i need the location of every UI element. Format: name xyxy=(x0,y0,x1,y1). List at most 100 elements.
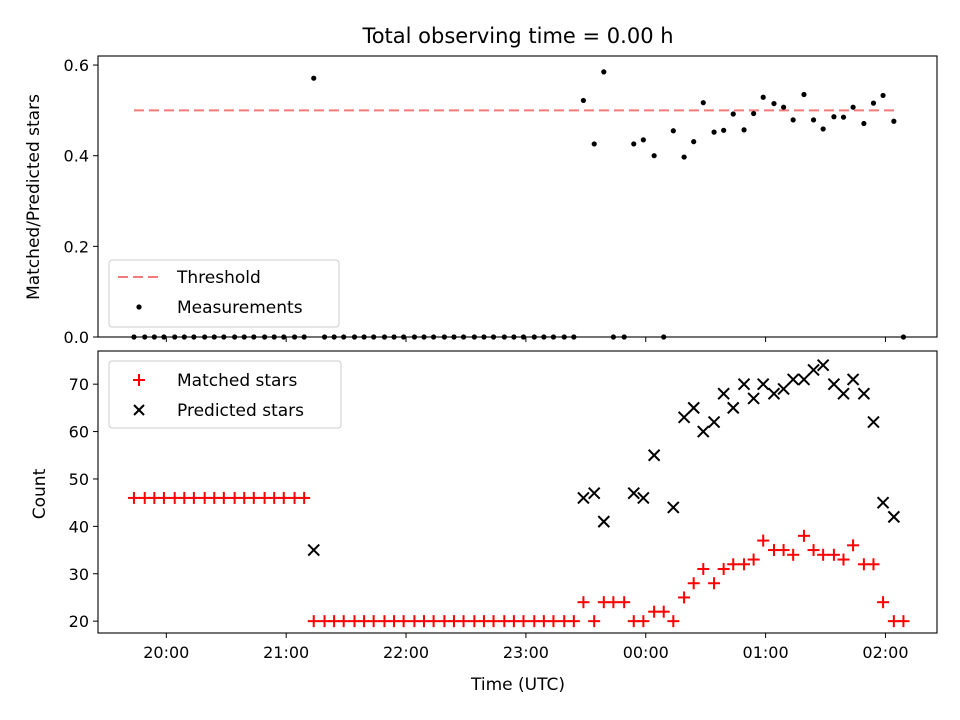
measurement-point xyxy=(580,97,587,104)
count-x-tick-label: 22:00 xyxy=(383,643,429,662)
count-x-tick-label: 00:00 xyxy=(623,643,669,662)
measurement-point xyxy=(700,100,706,106)
predicted-star-point xyxy=(697,425,710,438)
matched-star-point xyxy=(678,591,691,604)
measurement-point xyxy=(711,129,717,135)
count-x-tick-label: 21:00 xyxy=(263,643,309,662)
predicted-star-point xyxy=(588,486,601,500)
measurement-point xyxy=(861,120,867,127)
predicted-star-point xyxy=(717,387,730,400)
measurement-point xyxy=(771,100,777,107)
ratio-y-tick-label: 0.6 xyxy=(64,56,89,75)
ratio-panel: 0.0 0.2 0.4 0.6 Matched/Predicted stars Thr… xyxy=(24,55,938,347)
matched-star-point xyxy=(757,534,770,547)
matched-star-point xyxy=(657,605,670,618)
measurement-point xyxy=(891,118,897,124)
matched-star-point xyxy=(277,491,290,504)
measurement-point xyxy=(311,75,317,81)
matched-star-point xyxy=(837,553,850,566)
matched-star-point xyxy=(777,544,790,557)
predicted-star-point xyxy=(637,491,650,505)
measurement-point xyxy=(651,153,657,159)
predicted-star-point xyxy=(857,387,871,400)
predicted-star-point xyxy=(737,377,751,391)
measurement-point xyxy=(591,141,597,147)
count-y-tick-label: 70 xyxy=(69,375,89,394)
count-y-tick-label: 20 xyxy=(69,612,89,631)
matched-star-point xyxy=(807,544,820,557)
count-plot-frame xyxy=(97,350,938,634)
measurement-point xyxy=(631,141,637,147)
count-y-tick-label: 60 xyxy=(69,423,89,442)
legend-predicted-swatch xyxy=(133,404,145,416)
chart-title: Total observing time = 0.00 h xyxy=(361,24,673,48)
measurement-point xyxy=(831,114,837,120)
matched-star-point xyxy=(157,491,170,504)
legend-predicted-label: Predicted stars xyxy=(177,401,304,421)
count-y-axis: 20 30 40 50 60 70 xyxy=(69,375,98,631)
measurement-point xyxy=(760,94,766,100)
predicted-star-point xyxy=(597,515,611,528)
ratio-y-tick-label: 0.2 xyxy=(64,237,89,256)
count-legend: Matched stars Predicted stars xyxy=(108,360,342,429)
predicted-star-point xyxy=(846,373,860,386)
measurement-point xyxy=(840,114,847,120)
predicted-star-point xyxy=(727,401,740,415)
predicted-star-point xyxy=(827,377,841,391)
count-x-tick-label: 02:00 xyxy=(862,643,908,662)
matched-star-point xyxy=(588,615,601,628)
predicted-star-point xyxy=(307,543,320,557)
matched-star-point xyxy=(827,548,840,561)
measurement-point xyxy=(741,127,747,133)
measurement-point xyxy=(601,69,607,75)
predicted-star-point xyxy=(677,411,691,424)
count-x-axis: 20:00 21:00 22:00 23:00 00:00 01:00 02:00 xyxy=(143,633,909,662)
measurement-point xyxy=(721,127,727,133)
matched-star-point xyxy=(427,615,440,628)
matched-star-point xyxy=(877,596,890,609)
matched-stars-points xyxy=(127,491,910,628)
matched-star-point xyxy=(577,596,590,609)
count-y-tick-label: 50 xyxy=(69,470,89,489)
matched-star-point xyxy=(567,615,580,628)
matched-star-point xyxy=(797,529,810,542)
measurement-point xyxy=(820,126,826,132)
legend-measurements-swatch xyxy=(136,304,142,310)
measurement-point xyxy=(640,137,646,143)
matched-star-point xyxy=(457,615,470,628)
matched-star-point xyxy=(547,615,560,628)
ratio-y-axis: 0.0 0.2 0.4 0.6 xyxy=(64,56,98,347)
matched-star-point xyxy=(607,596,620,609)
predicted-star-point xyxy=(777,382,790,396)
predicted-star-point xyxy=(687,401,700,415)
ratio-y-tick-label: 0.0 xyxy=(64,328,89,347)
matched-star-point xyxy=(298,491,311,504)
predicted-star-point xyxy=(667,501,680,514)
measurement-point xyxy=(880,92,886,99)
matched-star-point xyxy=(717,563,730,576)
matched-star-point xyxy=(127,491,140,504)
measurement-point xyxy=(681,154,687,160)
matched-star-point xyxy=(397,615,410,628)
predicted-stars-points xyxy=(307,359,901,557)
matched-star-point xyxy=(307,615,320,628)
measurement-point xyxy=(730,111,736,117)
matched-star-point xyxy=(867,558,880,571)
measurement-point xyxy=(670,128,676,134)
count-x-label: Time (UTC) xyxy=(470,675,565,695)
measurement-points xyxy=(131,69,907,340)
ratio-plot-frame xyxy=(97,55,938,338)
predicted-star-point xyxy=(876,496,890,509)
legend-matched-swatch xyxy=(133,374,145,386)
predicted-star-point xyxy=(786,373,800,386)
predicted-star-point xyxy=(647,449,661,462)
matched-star-point xyxy=(897,615,910,628)
count-panel: 20 30 40 50 60 70 20:00 21:00 22:00 23:00 00:00 01… xyxy=(30,350,938,695)
ratio-legend-box xyxy=(108,259,340,328)
predicted-star-point xyxy=(707,415,721,429)
predicted-star-point xyxy=(867,415,880,429)
matched-star-point xyxy=(187,491,200,504)
ratio-y-tick-label: 0.4 xyxy=(64,147,89,166)
